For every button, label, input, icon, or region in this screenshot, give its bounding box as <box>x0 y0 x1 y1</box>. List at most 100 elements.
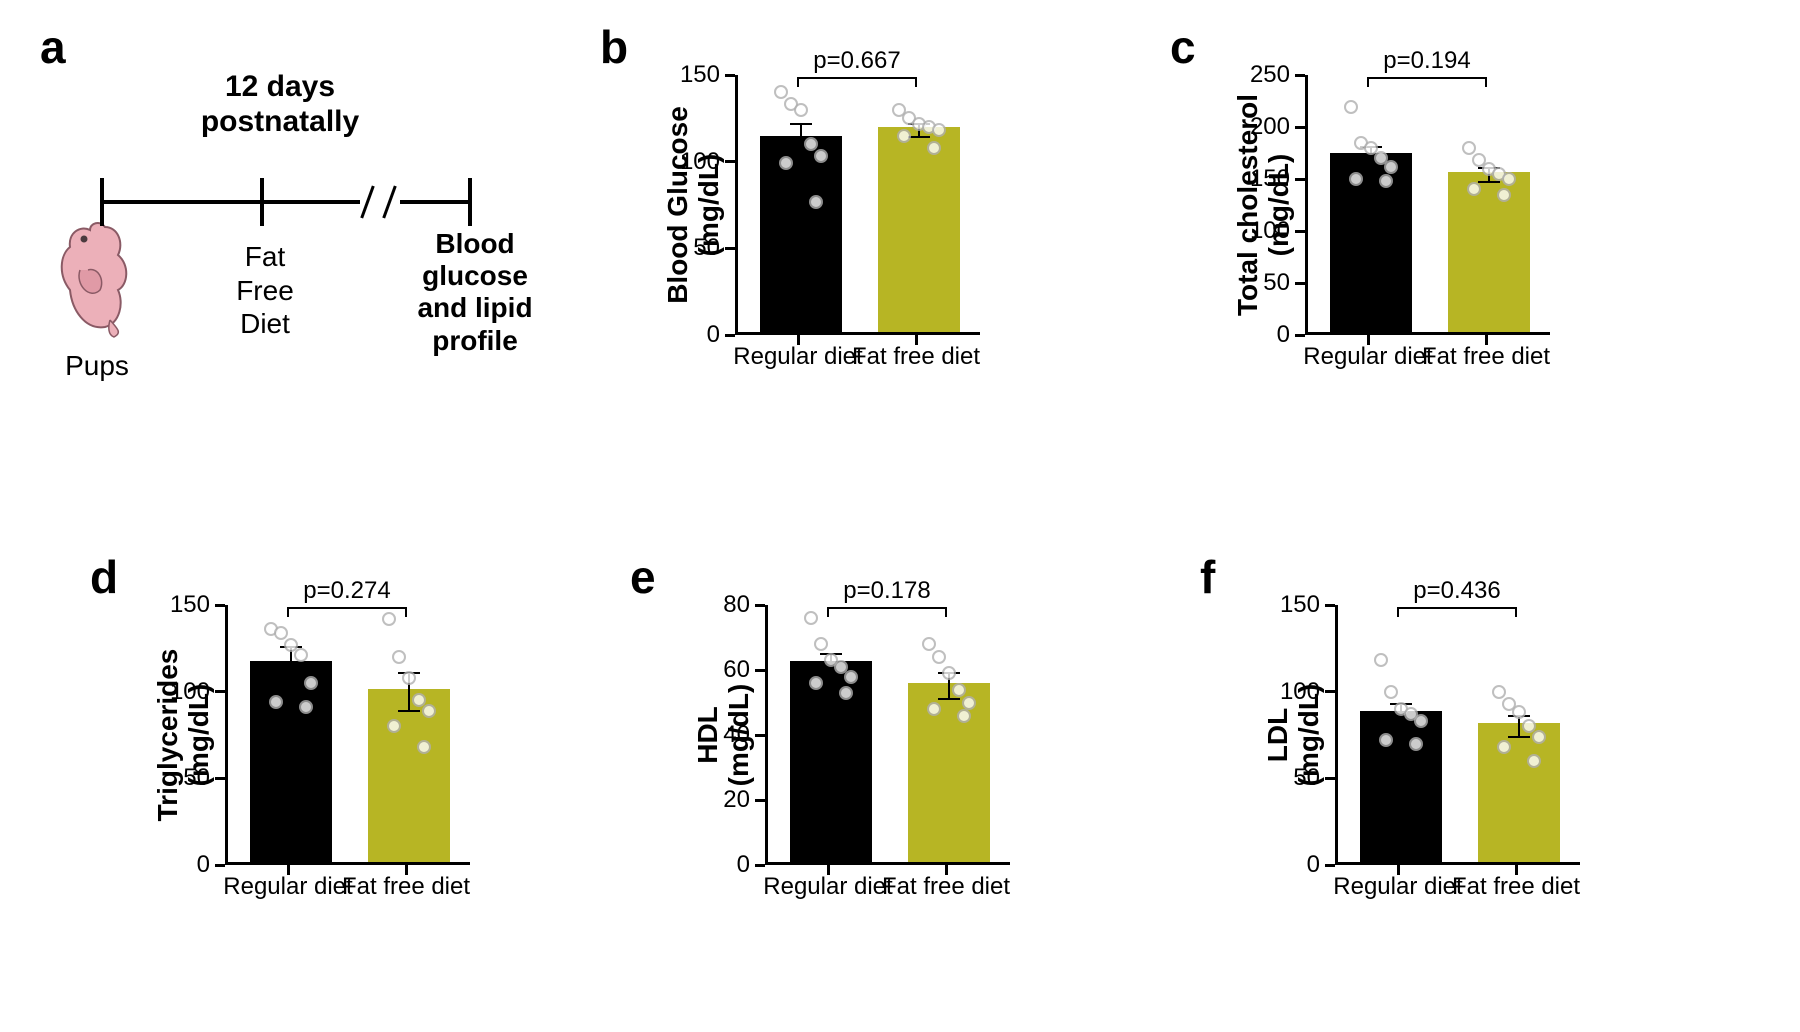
d-datapoint <box>269 695 283 709</box>
b-pval-bracket <box>798 77 916 79</box>
e-datapoint <box>814 637 828 651</box>
c-xtick <box>1367 335 1370 345</box>
b-pval-tick <box>797 77 799 87</box>
panel-f-label: f <box>1200 550 1215 604</box>
c-pval-bracket <box>1368 77 1486 79</box>
timeline-tick-end <box>468 178 472 226</box>
c-pval-tick <box>1367 77 1369 87</box>
c-ytick <box>1295 230 1305 233</box>
d-xtick <box>405 865 408 875</box>
e-plot-area <box>765 605 1010 865</box>
f-xcat: Fat free diet <box>1441 873 1591 901</box>
e-ytick <box>755 734 765 737</box>
f-datapoint <box>1384 685 1398 699</box>
f-errorcap <box>1390 724 1412 726</box>
e-datapoint <box>932 650 946 664</box>
e-pval-bracket <box>828 607 946 609</box>
mid-l1: FatFreeDiet <box>220 240 310 341</box>
b-ytick <box>725 160 735 163</box>
e-pval-tick <box>827 607 829 617</box>
c-ylabel: Total cholesterol(mg/dL) <box>1233 75 1295 335</box>
b-errorcap <box>790 123 812 125</box>
b-errorcap <box>790 154 812 156</box>
d-datapoint <box>382 612 396 626</box>
end-l1: Bloodglucoseand lipidprofile <box>390 228 560 357</box>
b-pval-tick <box>915 77 917 87</box>
b-datapoint <box>897 129 911 143</box>
d-pval-tick <box>405 607 407 617</box>
b-ytick <box>725 74 735 77</box>
f-ylabel: LDL(mg/dL) <box>1263 605 1325 865</box>
pup-label: Pups <box>52 350 142 382</box>
e-datapoint <box>804 611 818 625</box>
timeline-break-1 <box>360 186 374 219</box>
c-ytick <box>1295 334 1305 337</box>
b-ytick <box>725 247 735 250</box>
d-ytick <box>215 777 225 780</box>
b-datapoint <box>927 141 941 155</box>
e-datapoint <box>962 696 976 710</box>
c-plot-area <box>1305 75 1550 335</box>
c-ytick <box>1295 74 1305 77</box>
d-ylabel: Triglycerides(mg/dL) <box>153 605 215 865</box>
e-bar-regular <box>790 661 872 863</box>
c-datapoint <box>1384 160 1398 174</box>
d-errorcap <box>398 710 420 712</box>
d-ytick <box>215 604 225 607</box>
f-ytick <box>1325 864 1335 867</box>
f-errorcap <box>1508 736 1530 738</box>
d-pval-tick <box>287 607 289 617</box>
c-bar-fatfree <box>1448 172 1530 332</box>
panel-b: b050100150Blood Glucose(mg/dL)Regular di… <box>600 20 1030 440</box>
d-bar-fatfree <box>368 689 450 862</box>
f-datapoint <box>1527 754 1541 768</box>
timeline-mid-label: FatFreeDiet <box>220 240 310 341</box>
c-pvalue: p=0.194 <box>1383 47 1470 75</box>
f-datapoint <box>1374 653 1388 667</box>
figure-root: a 12 dayspostnatally Pups <box>40 20 1760 1012</box>
c-ytick <box>1295 126 1305 129</box>
b-xtick <box>797 335 800 345</box>
f-xtick <box>1397 865 1400 875</box>
timeline-line <box>100 200 360 204</box>
b-ylabel: Blood Glucose(mg/dL) <box>663 75 725 335</box>
e-errorcap <box>938 698 960 700</box>
f-bar-fatfree <box>1478 723 1560 862</box>
c-pval-tick <box>1485 77 1487 87</box>
d-datapoint <box>392 650 406 664</box>
c-ytick <box>1295 282 1305 285</box>
f-pvalue: p=0.436 <box>1413 577 1500 605</box>
f-ytick <box>1325 690 1335 693</box>
e-datapoint <box>809 676 823 690</box>
c-datapoint <box>1497 188 1511 202</box>
c-xcat: Fat free diet <box>1411 343 1561 371</box>
f-ytick <box>1325 777 1335 780</box>
c-datapoint <box>1502 172 1516 186</box>
e-ytick <box>755 604 765 607</box>
f-datapoint <box>1532 730 1546 744</box>
timeline-line-2 <box>400 200 470 204</box>
b-pvalue: p=0.667 <box>813 47 900 75</box>
d-xtick <box>287 865 290 875</box>
d-datapoint <box>402 671 416 685</box>
timeline-tick-start <box>100 178 104 226</box>
panel-c-label: c <box>1170 20 1196 74</box>
e-bar-fatfree <box>908 683 990 862</box>
e-datapoint <box>957 709 971 723</box>
timeline-title-l1: 12 dayspostnatally <box>170 70 390 139</box>
f-errorbar <box>1518 716 1520 737</box>
panel-e: e020406080HDL(mg/dL)Regular dietFat free… <box>630 550 1060 970</box>
panel-c: c050100150200250Total cholesterol(mg/dL)… <box>1170 20 1600 440</box>
f-datapoint <box>1492 685 1506 699</box>
d-errorcap <box>280 680 302 682</box>
b-plot-area <box>735 75 980 335</box>
panel-a-label: a <box>40 20 66 74</box>
b-datapoint <box>794 103 808 117</box>
timeline-end-label: Bloodglucoseand lipidprofile <box>390 228 560 357</box>
pup-icon <box>50 215 140 345</box>
b-xtick <box>915 335 918 345</box>
timeline-tick-mid <box>260 178 264 226</box>
e-ytick <box>755 669 765 672</box>
panel-b-label: b <box>600 20 628 74</box>
f-pval-bracket <box>1398 607 1516 609</box>
